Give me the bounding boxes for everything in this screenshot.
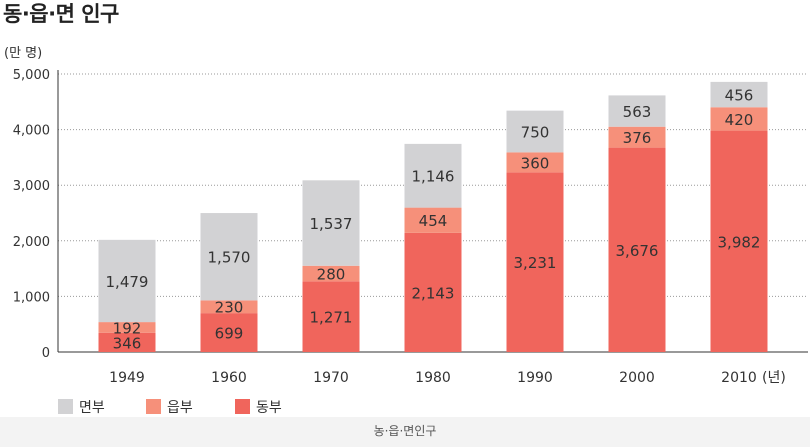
bar-segment [200,300,258,314]
x-unit-label: (년) [762,370,786,386]
bar-segment [404,207,462,233]
data-label: 1,570 [208,249,251,267]
x-tick-label: 1960 [211,370,247,386]
data-label: 360 [521,154,550,172]
y-tick-label: 3,000 [13,179,50,194]
bar-segment [404,143,462,208]
data-label: 420 [725,111,754,129]
data-label: 750 [521,123,550,141]
data-label: 563 [623,103,652,121]
data-label: 280 [317,266,346,284]
bar-segment [302,180,360,266]
bar-segment [506,110,564,153]
bar-segment [710,81,768,108]
bar-segment [98,322,156,333]
legend-label: 동부 [256,400,282,416]
bar-segment [302,281,360,352]
x-tick-label: 2010 [721,370,757,386]
bar-segment [98,332,156,352]
y-tick-label: 5,000 [13,68,50,83]
data-label: 1,537 [310,215,353,233]
x-tick-label: 1970 [313,370,349,386]
legend-swatch [146,399,161,414]
data-label: 1,146 [412,168,455,186]
x-tick-label: 1980 [415,370,451,386]
y-tick-label: 4,000 [13,124,50,139]
data-label: 3,676 [616,242,659,260]
bar-segment [302,265,360,282]
y-tick-label: 0 [42,346,50,361]
caption-bar: 농·읍·면인구 [0,417,810,447]
legend-swatch [58,399,73,414]
data-label: 454 [419,212,448,230]
caption: 농·읍·면인구 [373,424,437,438]
data-label: 699 [215,325,244,343]
x-tick-label: 2000 [619,370,655,386]
data-label: 2,143 [412,284,455,302]
bar-segment [608,147,666,352]
data-label: 230 [215,299,244,317]
data-label: 456 [725,87,754,105]
bar-segment [608,126,666,148]
bar-segment [710,107,768,131]
bar-segment [506,152,564,173]
data-label: 3,982 [718,233,761,251]
bar-segment [404,232,462,352]
data-label: 346 [113,334,142,352]
x-tick-label: 1949 [109,370,145,386]
y-tick-label: 1,000 [13,290,50,305]
bar-segment [608,95,666,127]
data-label: 1,479 [106,273,149,291]
x-tick-label: 1990 [517,370,553,386]
legend-label: 면부 [79,400,105,416]
page-title: 동·읍·면 인구 [3,2,119,26]
bar-segment [200,313,258,352]
data-label: 376 [623,129,652,147]
bar-segment [200,213,258,301]
data-label: 1,271 [310,309,353,327]
bar-segment [710,130,768,352]
legend-swatch [235,399,250,414]
y-unit-label: (만 명) [4,46,42,61]
y-tick-label: 2,000 [13,235,50,250]
data-label: 192 [113,319,142,337]
data-label: 3,231 [514,254,557,272]
bar-segment [506,172,564,352]
bar-segment [98,239,156,323]
legend-label: 읍부 [167,400,193,416]
